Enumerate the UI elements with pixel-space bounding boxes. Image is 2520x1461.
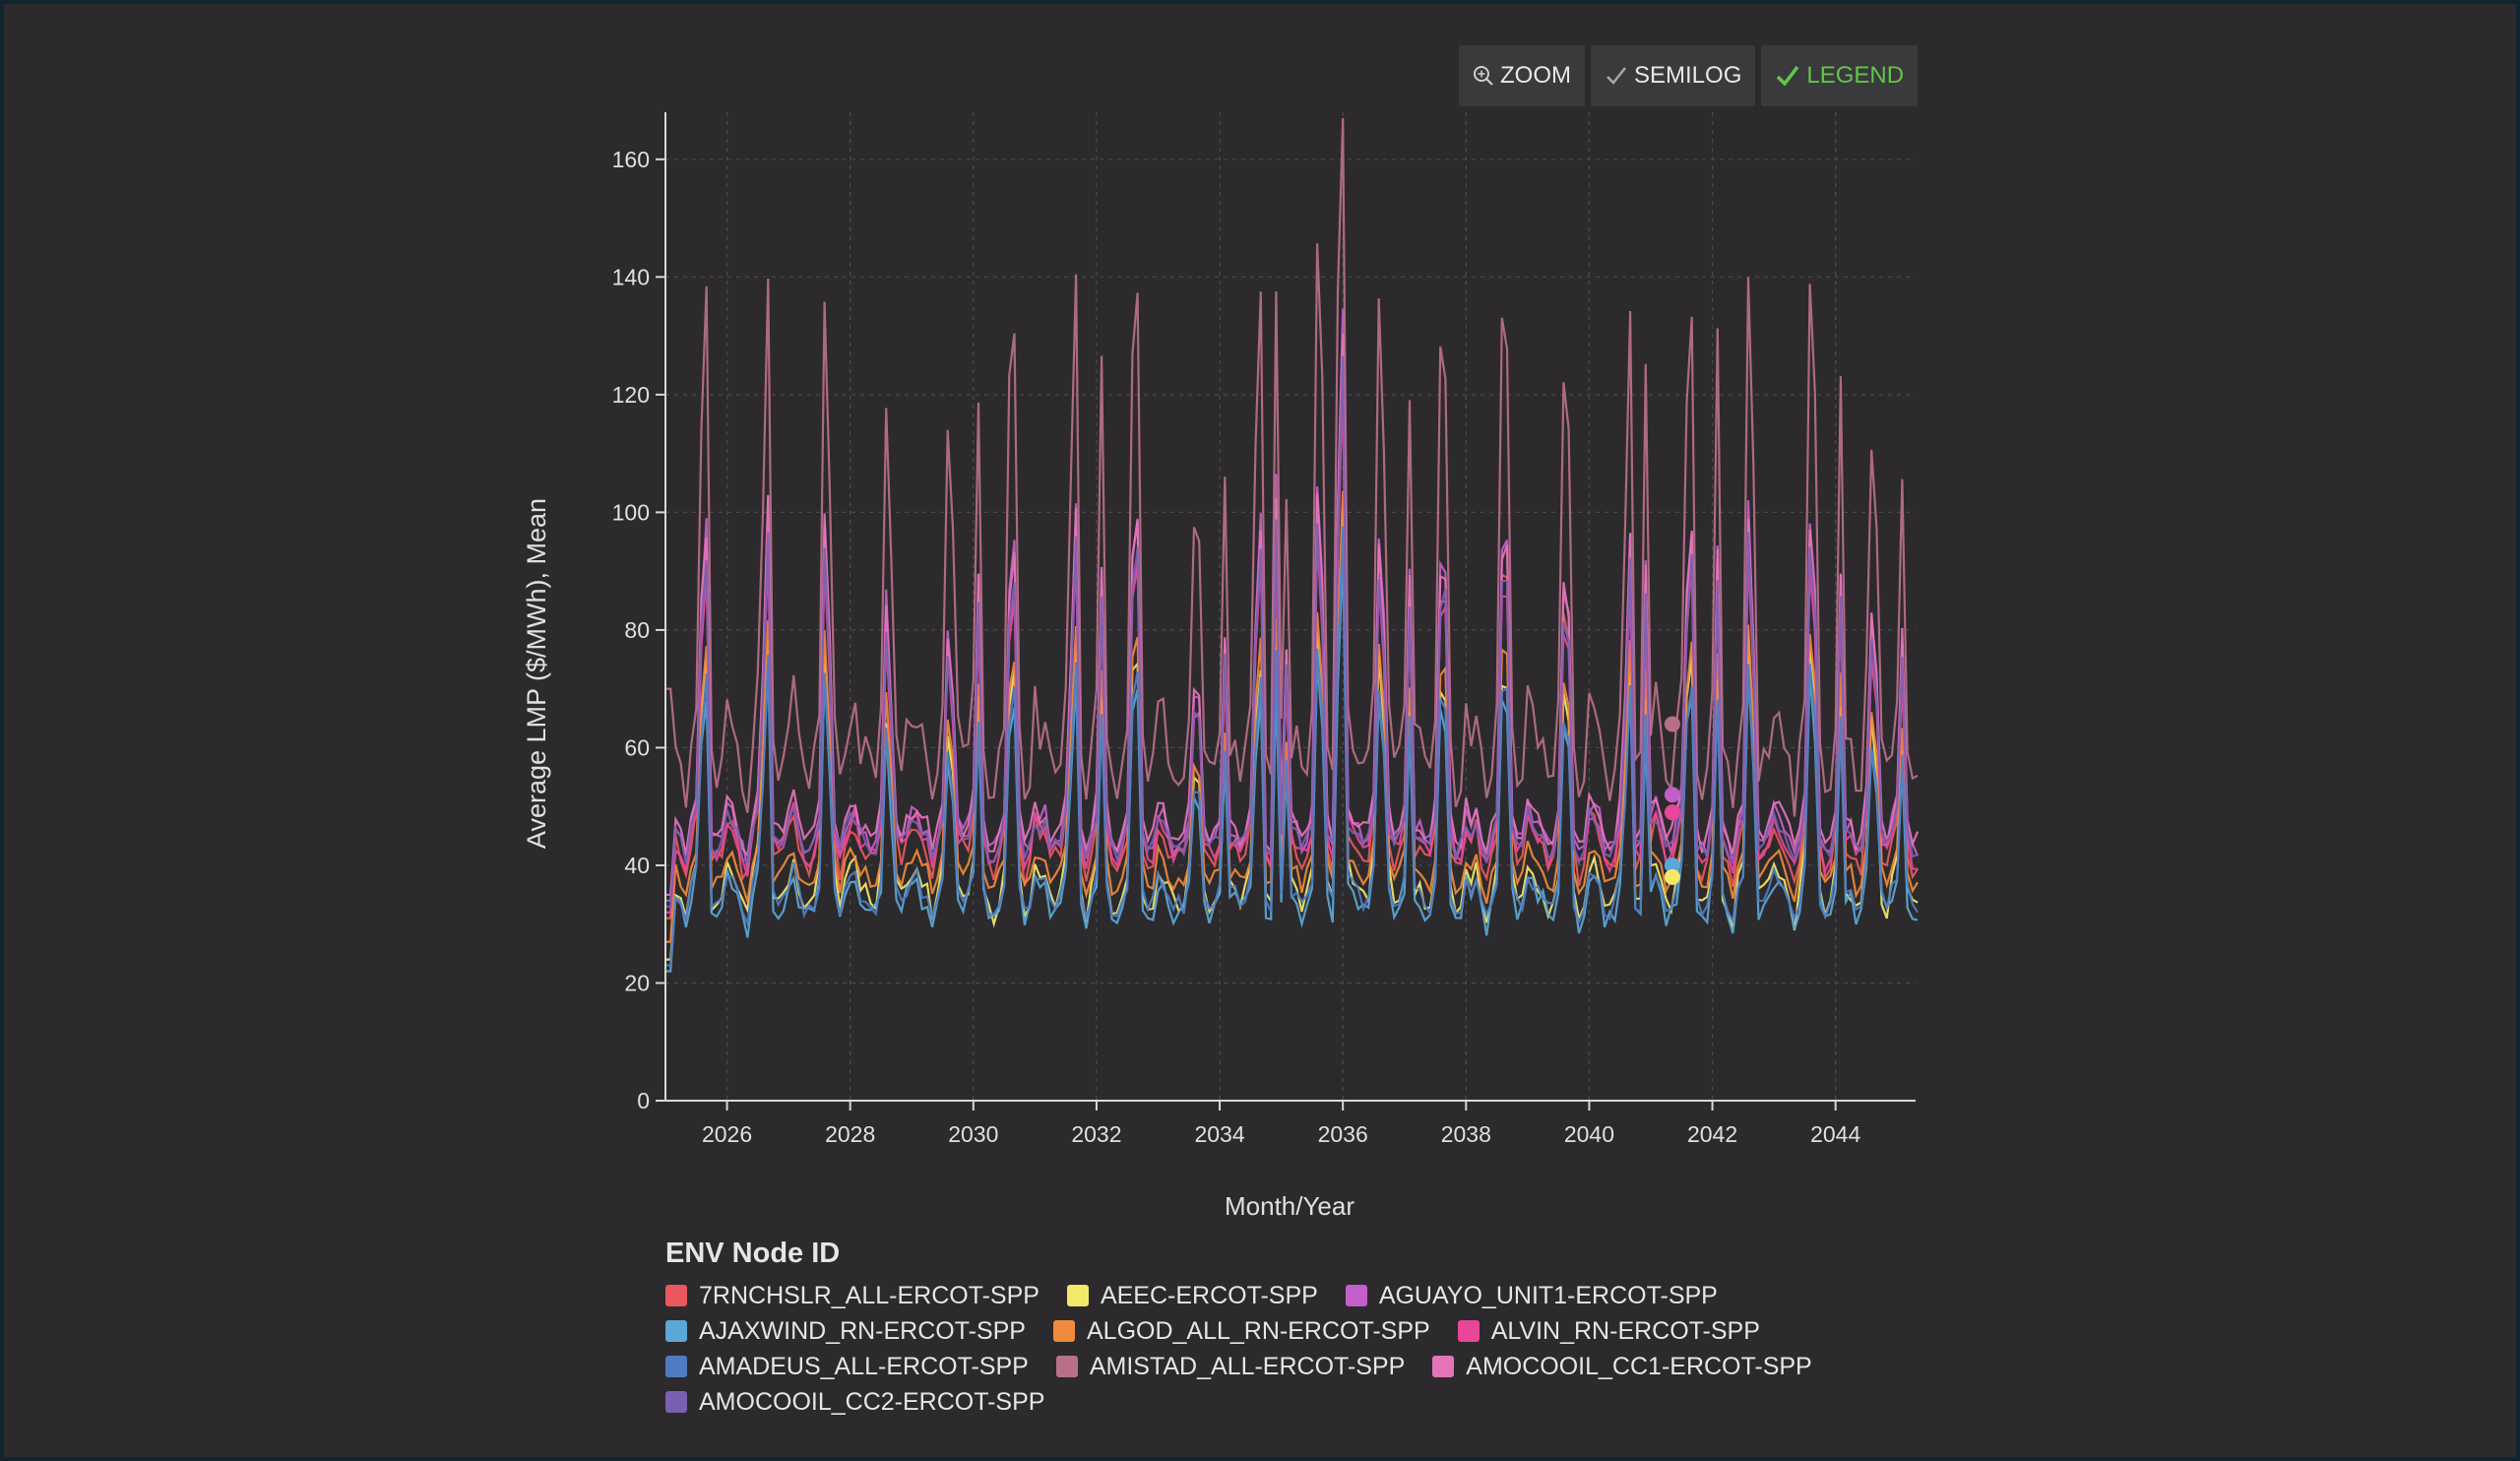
- series-lines: [665, 117, 1920, 973]
- legend-label: AEEC-ERCOT-SPP: [1100, 1281, 1318, 1309]
- chart-grid: [665, 112, 1916, 1101]
- legend-label: AMOCOOIL_CC1-ERCOT-SPP: [1466, 1352, 1812, 1380]
- zoom-button[interactable]: ZOOM: [1459, 45, 1585, 106]
- y-tick-label: 100: [612, 499, 650, 525]
- legend-label: AMISTAD_ALL-ERCOT-SPP: [1089, 1352, 1406, 1380]
- legend-swatch: [665, 1391, 687, 1413]
- legend-swatch: [1055, 1356, 1078, 1377]
- x-tick-label: 2030: [948, 1121, 998, 1147]
- legend-swatch: [1066, 1285, 1089, 1306]
- check-icon: [1605, 65, 1628, 87]
- legend-swatch: [665, 1320, 687, 1342]
- chart-panel: 0 20 40 60 80 100 120 140 160 2026 2028 2030 2032 203…: [4, 4, 2516, 1457]
- legend-toggle-button[interactable]: LEGEND: [1761, 45, 1919, 106]
- legend-label: ALGOD_ALL_RN-ERCOT-SPP: [1086, 1316, 1430, 1345]
- legend-item[interactable]: AMOCOOIL_CC1-ERCOT-SPP: [1432, 1352, 1812, 1381]
- legend-row: 7RNCHSLR_ALL-ERCOT-SPP AEEC-ERCOT-SPP AG…: [665, 1278, 1840, 1313]
- legend-swatch: [665, 1356, 687, 1377]
- chart-toolbar: ZOOM SEMILOG LEGEND: [1459, 45, 1919, 106]
- x-tick-label: 2044: [1810, 1121, 1860, 1147]
- legend-item[interactable]: AMOCOOIL_CC2-ERCOT-SPP: [665, 1388, 1044, 1417]
- y-axis-label: Average LMP ($/MWh), Mean: [522, 498, 551, 849]
- series-line[interactable]: [665, 526, 1920, 967]
- y-tick-label: 120: [612, 382, 650, 408]
- legend-item[interactable]: AGUAYO_UNIT1-ERCOT-SPP: [1345, 1281, 1718, 1310]
- legend-swatch: [1052, 1320, 1075, 1342]
- y-tick-label: 60: [624, 734, 650, 760]
- legend-swatch: [1345, 1285, 1367, 1306]
- hover-point: [1664, 857, 1680, 873]
- x-axis-label: Month/Year: [1225, 1191, 1354, 1221]
- y-tick-label: 160: [612, 147, 650, 172]
- hover-point: [1664, 716, 1680, 732]
- y-tick-label: 80: [624, 617, 650, 643]
- series-line[interactable]: [665, 355, 1919, 908]
- y-tick-label: 140: [612, 264, 650, 289]
- zoom-icon: [1473, 65, 1494, 87]
- legend-label: AGUAYO_UNIT1-ERCOT-SPP: [1378, 1281, 1718, 1309]
- legend-row: AMADEUS_ALL-ERCOT-SPP AMISTAD_ALL-ERCOT-…: [665, 1349, 1840, 1384]
- x-tick-label: 2038: [1441, 1121, 1491, 1147]
- semilog-label: SEMILOG: [1634, 62, 1742, 89]
- legend-label: AMADEUS_ALL-ERCOT-SPP: [699, 1352, 1029, 1380]
- legend-row: AJAXWIND_RN-ERCOT-SPP ALGOD_ALL_RN-ERCOT…: [665, 1313, 1840, 1349]
- legend-item[interactable]: AMADEUS_ALL-ERCOT-SPP: [665, 1353, 1029, 1381]
- legend-label: AJAXWIND_RN-ERCOT-SPP: [699, 1316, 1026, 1345]
- legend-swatch: [1432, 1356, 1455, 1377]
- y-tick-label: 20: [624, 970, 650, 995]
- legend-label: 7RNCHSLR_ALL-ERCOT-SPP: [699, 1281, 1040, 1309]
- x-tick-label: 2042: [1687, 1121, 1737, 1147]
- chart-legend: ENV Node ID 7RNCHSLR_ALL-ERCOT-SPP AEEC-…: [665, 1238, 1840, 1420]
- y-tick-label: 0: [637, 1088, 650, 1113]
- legend-item[interactable]: ALGOD_ALL_RN-ERCOT-SPP: [1052, 1316, 1430, 1346]
- legend-swatch: [1457, 1320, 1480, 1342]
- hover-markers: [1664, 716, 1680, 885]
- legend-label: ALVIN_RN-ERCOT-SPP: [1490, 1316, 1760, 1345]
- zoom-label: ZOOM: [1500, 62, 1571, 89]
- check-icon: [1775, 64, 1800, 88]
- x-tick-label: 2034: [1194, 1121, 1244, 1147]
- hover-point: [1664, 868, 1680, 885]
- series-line[interactable]: [665, 117, 1919, 817]
- legend-item[interactable]: 7RNCHSLR_ALL-ERCOT-SPP: [665, 1282, 1040, 1310]
- x-tick-label: 2028: [825, 1121, 875, 1147]
- legend-item[interactable]: AMISTAD_ALL-ERCOT-SPP: [1055, 1352, 1406, 1381]
- legend-title: ENV Node ID: [665, 1238, 841, 1269]
- x-tick-label: 2036: [1318, 1121, 1368, 1147]
- legend-item[interactable]: AEEC-ERCOT-SPP: [1066, 1281, 1318, 1310]
- series-line[interactable]: [665, 554, 1919, 973]
- legend-item[interactable]: ALVIN_RN-ERCOT-SPP: [1457, 1316, 1760, 1346]
- x-tick-label: 2040: [1564, 1121, 1614, 1147]
- y-tick-label: 40: [624, 853, 650, 878]
- semilog-button[interactable]: SEMILOG: [1591, 45, 1756, 106]
- legend-label: AMOCOOIL_CC2-ERCOT-SPP: [699, 1387, 1045, 1416]
- legend-row: AMOCOOIL_CC2-ERCOT-SPP: [665, 1384, 1840, 1420]
- x-tick-label: 2032: [1071, 1121, 1121, 1147]
- x-tick-label: 2026: [702, 1121, 752, 1147]
- legend-item[interactable]: AJAXWIND_RN-ERCOT-SPP: [665, 1317, 1026, 1346]
- legend-swatch: [665, 1285, 687, 1306]
- legend-toggle-label: LEGEND: [1806, 62, 1905, 89]
- hover-point: [1664, 804, 1680, 821]
- hover-point: [1664, 787, 1680, 803]
